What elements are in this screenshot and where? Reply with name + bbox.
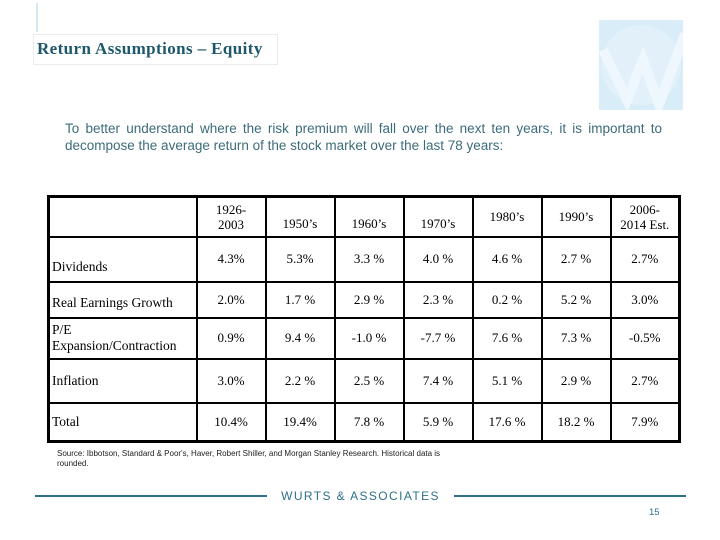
- value-cell: 2.0%: [195, 280, 267, 319]
- value-cell: 7.8 %: [333, 401, 405, 443]
- value-cell: 0.9%: [195, 316, 267, 360]
- value-cell: 2.3 %: [402, 280, 474, 319]
- company-logo: [598, 20, 690, 119]
- value-cell: 7.3 %: [540, 316, 612, 360]
- value-cell: -0.5%: [609, 316, 681, 360]
- value-cell: 2.7%: [609, 357, 681, 404]
- table-row-dividends: Dividends 4.3% 5.3% 3.3 % 4.0 % 4.6 % 2.…: [47, 235, 681, 283]
- row-label: Inflation: [47, 357, 198, 404]
- top-left-accent-line: [36, 3, 38, 32]
- value-cell: 7.9%: [609, 401, 681, 443]
- footer-rule-right: [453, 495, 687, 497]
- table-row-total: Total 10.4% 19.4% 7.8 % 5.9 % 17.6 % 18.…: [47, 401, 681, 443]
- value-cell: 3.0%: [609, 280, 681, 319]
- value-cell: -7.7 %: [402, 316, 474, 360]
- source-note: Source: Ibbotson, Standard & Poor's, Hav…: [57, 449, 441, 468]
- logo-w-icon: [598, 20, 690, 119]
- value-cell: 2.7%: [609, 235, 681, 283]
- value-cell: 5.9 %: [402, 401, 474, 443]
- row-label: P/E Expansion/Contraction: [47, 316, 198, 360]
- value-cell: 4.6 %: [471, 235, 543, 283]
- page-number: 15: [649, 507, 660, 518]
- table-row-real-earnings-growth: Real Earnings Growth 2.0% 1.7 % 2.9 % 2.…: [47, 280, 681, 319]
- value-cell: 18.2 %: [540, 401, 612, 443]
- value-cell: 5.2 %: [540, 280, 612, 319]
- row-label: Real Earnings Growth: [47, 280, 198, 319]
- value-cell: 7.6 %: [471, 316, 543, 360]
- header-cell-1980s: 1980’s: [471, 195, 543, 238]
- value-cell: 2.5 %: [333, 357, 405, 404]
- return-assumptions-table: 1926- 2003 1950’s 1960’s 1970’s 1980’s 1…: [47, 195, 681, 443]
- table-row-inflation: Inflation 3.0% 2.2 % 2.5 % 7.4 % 5.1 % 2…: [47, 357, 681, 404]
- value-cell: 19.4%: [264, 401, 336, 443]
- row-label: Dividends: [47, 235, 198, 283]
- value-cell: 2.2 %: [264, 357, 336, 404]
- value-cell: 3.3 %: [333, 235, 405, 283]
- intro-paragraph: To better understand where the risk prem…: [65, 121, 662, 153]
- header-cell-1960s: 1960’s: [333, 195, 405, 238]
- header-cell-2006-2014: 2006- 2014 Est.: [609, 195, 681, 238]
- value-cell: 9.4 %: [264, 316, 336, 360]
- value-cell: 2.9 %: [540, 357, 612, 404]
- value-cell: 4.0 %: [402, 235, 474, 283]
- value-cell: 17.6 %: [471, 401, 543, 443]
- value-cell: 5.3%: [264, 235, 336, 283]
- header-cell-1990s: 1990’s: [540, 195, 612, 238]
- footer: WURTS & ASSOCIATES: [35, 489, 687, 503]
- value-cell: 4.3%: [195, 235, 267, 283]
- value-cell: 2.9 %: [333, 280, 405, 319]
- table-row-pe-expansion-contraction: P/E Expansion/Contraction 0.9% 9.4 % -1.…: [47, 316, 681, 360]
- header-cell-blank: [47, 195, 198, 238]
- value-cell: 2.7 %: [540, 235, 612, 283]
- value-cell: 10.4%: [195, 401, 267, 443]
- value-cell: -1.0 %: [333, 316, 405, 360]
- row-label: Total: [47, 401, 198, 443]
- value-cell: 7.4 %: [402, 357, 474, 404]
- page-title: Return Assumptions – Equity: [37, 39, 263, 58]
- header-cell-1950s: 1950’s: [264, 195, 336, 238]
- value-cell: 5.1 %: [471, 357, 543, 404]
- header-cell-1970s: 1970’s: [402, 195, 474, 238]
- value-cell: 1.7 %: [264, 280, 336, 319]
- header-cell-1926-2003: 1926- 2003: [195, 195, 267, 238]
- value-cell: 3.0%: [195, 357, 267, 404]
- table-header-row: 1926- 2003 1950’s 1960’s 1970’s 1980’s 1…: [47, 195, 681, 238]
- title-box: Return Assumptions – Equity: [33, 34, 278, 65]
- value-cell: 0.2 %: [471, 280, 543, 319]
- footer-rule-left: [35, 495, 268, 497]
- company-name: WURTS & ASSOCIATES: [281, 489, 440, 503]
